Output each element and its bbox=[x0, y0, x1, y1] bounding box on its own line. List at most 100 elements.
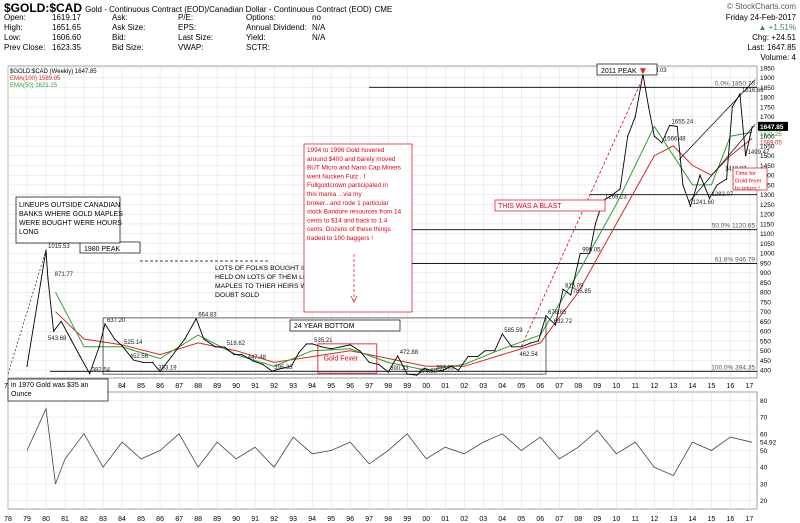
channel-upper bbox=[678, 79, 756, 160]
price-label: 393.19 bbox=[158, 366, 177, 372]
price-point bbox=[262, 363, 264, 365]
x-tick-label: 86 bbox=[156, 383, 164, 390]
price-point bbox=[739, 93, 741, 95]
quote-row: Prev Close: 1623.35 bbox=[4, 43, 81, 52]
peak-2011-label: 2011 PEAK bbox=[601, 68, 637, 75]
y-tick-label: 400 bbox=[760, 368, 771, 375]
quote-label: EPS: bbox=[178, 23, 197, 32]
time-for-text: Time for Gold fever to return ! bbox=[735, 171, 762, 192]
price-point bbox=[311, 343, 313, 345]
y-tick-label: 950 bbox=[760, 260, 771, 267]
x-tick-label: 84 bbox=[118, 383, 126, 390]
y-tick-label: 1250 bbox=[760, 202, 775, 209]
quote-label: Options: bbox=[246, 13, 276, 22]
price-point bbox=[321, 346, 323, 348]
price-point bbox=[47, 277, 49, 279]
x-tick-label: 90 bbox=[232, 383, 240, 390]
x-tick-label: 94 bbox=[308, 383, 316, 390]
quote-value: 1623.35 bbox=[52, 43, 81, 52]
x-tick-label: 01 bbox=[441, 516, 449, 523]
x-tick-label: 02 bbox=[460, 516, 468, 523]
price-point bbox=[668, 124, 671, 127]
in-1970-text: in 1970 Gold was $35 an Ounce bbox=[11, 382, 89, 398]
price-label: 664.83 bbox=[198, 313, 217, 319]
price-point bbox=[433, 370, 435, 373]
price-point bbox=[203, 338, 205, 340]
price-point bbox=[170, 355, 173, 358]
price-point bbox=[511, 346, 513, 348]
y-tick-label: 1400 bbox=[760, 173, 775, 180]
quote-value: N/A bbox=[312, 23, 326, 32]
price-point bbox=[661, 142, 663, 144]
price-label: 678.85 bbox=[548, 310, 567, 316]
price-label: 462.54 bbox=[519, 352, 538, 358]
x-tick-label: 98 bbox=[384, 516, 392, 523]
quote-row: VWAP: bbox=[178, 43, 203, 52]
y-tick-label: 1900 bbox=[760, 75, 775, 82]
price-label: 447.48 bbox=[248, 355, 267, 361]
price-point bbox=[340, 346, 342, 348]
y-tick-label: 750 bbox=[760, 299, 771, 306]
price-point bbox=[104, 323, 106, 325]
price-point bbox=[195, 317, 197, 320]
quote-row: EPS: bbox=[178, 23, 196, 32]
x-tick-label: 15 bbox=[707, 516, 715, 523]
x-tick-label: 99 bbox=[403, 383, 411, 390]
y-tick-label: 550 bbox=[760, 338, 771, 345]
x-tick-label: 79 bbox=[23, 516, 31, 523]
lower-tick-label: 80 bbox=[760, 398, 768, 405]
price-point bbox=[142, 361, 144, 363]
price-label: 543.68 bbox=[48, 336, 67, 342]
story-box bbox=[303, 143, 413, 313]
quote-label: Ask: bbox=[112, 13, 128, 22]
price-point bbox=[113, 338, 116, 340]
price-label: 1282.07 bbox=[711, 192, 733, 198]
price-label: 871.77 bbox=[55, 272, 74, 278]
x-tick-label: 95 bbox=[327, 516, 335, 523]
quote-label: SCTR: bbox=[246, 43, 270, 52]
price-point bbox=[330, 348, 332, 350]
lower-tick-label: 50 bbox=[760, 448, 768, 455]
lower-tick-label: 30 bbox=[760, 481, 768, 488]
y-tick-label: 800 bbox=[760, 290, 771, 297]
fib-level-label: 0.0% 1850.73 bbox=[715, 80, 756, 87]
brand-logo: © StockCharts.com bbox=[726, 2, 796, 11]
x-tick-label: 95 bbox=[327, 383, 335, 390]
lower-tick-label: 70 bbox=[760, 415, 768, 422]
x-tick-label: 14 bbox=[688, 383, 696, 390]
peak-1980-label: 1980 PEAK bbox=[84, 246, 121, 253]
price-label: 1241.60 bbox=[692, 200, 714, 206]
quote-row: High: 1651.65 bbox=[4, 23, 81, 32]
price-point bbox=[708, 197, 711, 199]
price-point bbox=[699, 174, 701, 176]
x-tick-label: 92 bbox=[270, 516, 278, 523]
price-point bbox=[159, 370, 161, 373]
price-point bbox=[648, 106, 650, 108]
price-label: 393.63 bbox=[436, 365, 455, 371]
price-point bbox=[476, 355, 479, 358]
price-point bbox=[423, 367, 425, 369]
quote-value: 1651.65 bbox=[52, 23, 81, 32]
quote-date: Friday 24-Feb-2017 bbox=[725, 13, 796, 22]
price-point bbox=[442, 369, 444, 371]
quote-value: 1619.17 bbox=[52, 13, 81, 22]
price-point bbox=[501, 333, 503, 335]
x-tick-label: 02 bbox=[460, 383, 468, 390]
y-tick-label: 850 bbox=[760, 280, 771, 287]
last-value: Last: 1647.85 bbox=[747, 43, 797, 52]
change-value: Chg: +24.51 bbox=[752, 33, 796, 42]
x-tick-label: 88 bbox=[194, 383, 202, 390]
story-arrow-head bbox=[350, 295, 358, 303]
price-label: 525.14 bbox=[124, 340, 143, 346]
y-tick-label: 1200 bbox=[760, 212, 775, 219]
x-tick-label: 80 bbox=[42, 516, 50, 523]
price-label: 1655.24 bbox=[672, 119, 694, 125]
gold-chart: 7878797980808181828283838484858586868787… bbox=[4, 63, 788, 523]
x-tick-label: 08 bbox=[574, 516, 582, 523]
price-point bbox=[89, 373, 91, 375]
x-tick-label: 03 bbox=[479, 383, 487, 390]
x-tick-label: 12 bbox=[650, 516, 658, 523]
x-tick-label: 89 bbox=[213, 383, 221, 390]
price-point bbox=[562, 288, 564, 290]
quote-row: Bid Size: bbox=[112, 43, 144, 52]
